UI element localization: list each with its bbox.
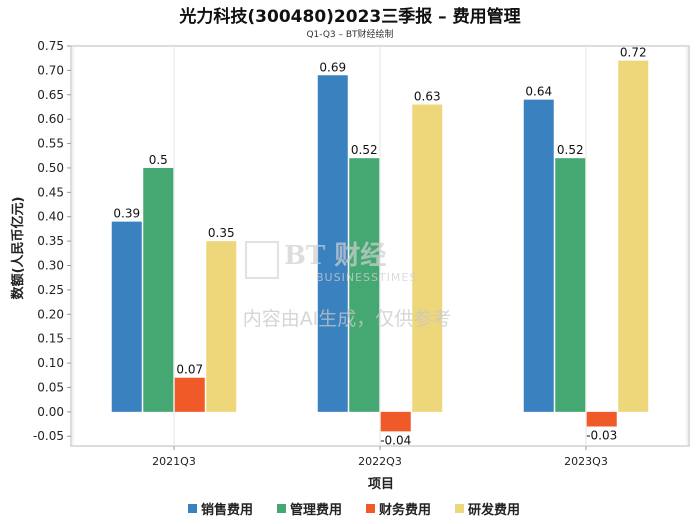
legend-label-4: 研发费用: [468, 502, 520, 518]
bar-series: [111, 60, 649, 432]
legend-swatch-3: [366, 504, 375, 513]
y-tick-label: 0.05: [37, 380, 64, 394]
legend: 销售费用 管理费用 财务费用 研发费用: [188, 502, 520, 518]
x-axis-label: 项目: [368, 477, 394, 492]
watermark-logo-sub: BUSINESSTIMES: [316, 271, 417, 284]
chart-title: 光力科技(300480)2023三季报 – 费用管理: [178, 6, 520, 27]
y-axis-ticks: 0.75 0.70 0.65 0.60 0.55 0.50 0.45 0.40 0.35 0.30…: [33, 39, 71, 443]
legend-swatch-2: [277, 504, 286, 513]
y-tick-label: 0.65: [37, 88, 64, 102]
data-label-4-2: 0.63: [414, 90, 441, 104]
x-tick-label: 2022Q3: [358, 455, 402, 468]
bar-4-3: [618, 60, 649, 412]
y-tick-label: 0.00: [37, 405, 64, 419]
watermark-logo: BT 财经: [284, 240, 386, 271]
y-tick-label: 0.20: [37, 307, 64, 321]
data-label-3-3: -0.03: [586, 428, 617, 442]
bar-1-1: [111, 221, 142, 412]
data-label-4-3: 0.72: [620, 46, 647, 60]
data-label-4-1: 0.35: [208, 226, 235, 240]
watermark-text: 内容由AI生成，仅供参考: [243, 308, 452, 330]
y-tick-label: 0.50: [37, 161, 64, 175]
y-tick-label: -0.05: [33, 429, 64, 443]
bar-3-3: [586, 411, 617, 427]
x-tick-label: 2023Q3: [564, 455, 608, 468]
data-label-1-2: 0.69: [319, 60, 346, 74]
data-label-1-1: 0.39: [113, 207, 140, 221]
legend-swatch-4: [455, 504, 464, 513]
data-label-3-2: -0.04: [380, 433, 411, 447]
bar-3-1: [174, 377, 205, 412]
y-tick-label: 0.30: [37, 259, 64, 273]
watermark-logo-icon: [245, 241, 279, 279]
chart-subtitle: Q1-Q3 – BT财经绘制: [306, 28, 393, 40]
legend-label-1: 销售费用: [201, 502, 253, 518]
data-label-2-1: 0.5: [149, 153, 168, 167]
y-tick-label: 0.55: [37, 137, 64, 151]
y-tick-label: 0.70: [37, 63, 64, 77]
legend-label-2: 管理费用: [290, 502, 342, 518]
bar-2-3: [555, 158, 586, 412]
y-tick-label: 0.75: [37, 39, 64, 53]
bar-4-2: [412, 104, 443, 412]
y-tick-label: 0.40: [37, 210, 64, 224]
bar-2-2: [349, 158, 380, 412]
x-axis-ticks: 2021Q3 2022Q3 2023Q3: [152, 446, 608, 468]
data-label-1-3: 0.64: [525, 85, 552, 99]
y-tick-label: 0.35: [37, 234, 64, 248]
bar-3-2: [380, 411, 411, 432]
x-tick-label: 2021Q3: [152, 455, 196, 468]
bar-1-3: [523, 99, 554, 412]
legend-label-3: 财务费用: [379, 502, 431, 518]
data-label-2-3: 0.52: [557, 143, 584, 157]
bar-4-1: [206, 241, 237, 412]
data-label-3-1: 0.07: [176, 363, 203, 377]
y-tick-label: 0.45: [37, 185, 64, 199]
bar-2-1: [143, 167, 174, 412]
y-tick-label: 0.10: [37, 356, 64, 370]
y-tick-label: 0.15: [37, 332, 64, 346]
y-tick-label: 0.25: [37, 283, 64, 297]
gridlines: [72, 46, 688, 446]
y-axis-label: 数额(人民币亿元): [10, 197, 26, 300]
data-labels: 0.39 0.5 0.07 0.35 0.69 0.52 -0.04 0.63 0.64 0.52…: [113, 46, 646, 448]
bar-1-2: [317, 75, 348, 412]
data-label-2-2: 0.52: [351, 143, 378, 157]
watermark: BT 财经 BUSINESSTIMES 内容由AI生成，仅供参考: [243, 240, 452, 330]
y-tick-label: 0.60: [37, 112, 64, 126]
legend-swatch-1: [188, 504, 197, 513]
